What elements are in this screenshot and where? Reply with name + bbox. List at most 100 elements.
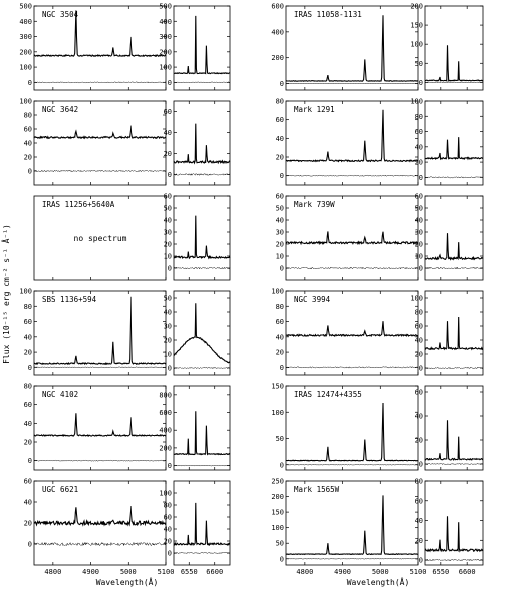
- spectrum-panel: 0 20 40 60 80 100: [410, 290, 484, 376]
- y-tick-label: 200: [159, 444, 172, 452]
- y-tick-label: 10: [164, 253, 172, 261]
- y-tick-label: 0: [280, 555, 284, 563]
- y-tick-label: 200: [271, 493, 284, 501]
- residual-line: [173, 464, 231, 467]
- y-tick-label: 60: [24, 318, 32, 326]
- spectrum-panel: 0 20 40 60 80 100 6550 6600: [159, 480, 231, 576]
- spectrum-panel: 0 10 20 30 40 50 60: [164, 193, 231, 281]
- panel-frame: [424, 195, 484, 281]
- spectrum-panel: 0 20 40 60 80 100 NGC 3642: [19, 98, 167, 186]
- x-tick-label: 6600: [459, 568, 476, 576]
- y-tick-label: 50: [276, 435, 284, 443]
- spectrum-line: [173, 215, 231, 260]
- x-tick-label: 6550: [181, 568, 198, 576]
- y-tick-label: 60: [164, 193, 172, 201]
- residual-line: [285, 174, 419, 177]
- spectrum-panel: 0 50 100 150 200: [410, 3, 484, 91]
- y-tick-label: 40: [415, 143, 423, 151]
- spectrum-line: [285, 15, 419, 82]
- spectrum-panel: 0 20 40 60 4800 4900 5000 5100 UGC 6621: [24, 478, 175, 577]
- spectrum-line: [285, 402, 419, 462]
- y-tick-label: 20: [24, 349, 32, 357]
- y-tick-label: 10: [415, 253, 423, 261]
- spectrum-line: [174, 303, 231, 364]
- y-tick-label: 200: [271, 54, 284, 62]
- panel-title: UGC 6621: [42, 485, 78, 494]
- y-tick-label: 40: [164, 309, 172, 317]
- spectrum-line: [173, 502, 231, 547]
- y-tick-label: 0: [28, 168, 32, 176]
- y-tick-label: 0: [168, 265, 172, 273]
- y-tick-label: 150: [410, 22, 423, 30]
- residual-line: [285, 266, 419, 270]
- spectrum-panel: 0 200 400 600 800: [159, 385, 231, 471]
- y-tick-label: 20: [415, 537, 423, 545]
- y-tick-label: 600: [159, 409, 172, 417]
- y-tick-label: 0: [419, 461, 423, 469]
- x-tick-label: 4800: [44, 568, 61, 576]
- y-tick-label: 50: [276, 540, 284, 548]
- y-tick-label: 80: [415, 309, 423, 317]
- panel-frame: [173, 195, 231, 281]
- y-tick-label: 50: [415, 205, 423, 213]
- y-tick-label: 100: [271, 288, 284, 296]
- y-tick-label: 500: [159, 3, 172, 11]
- y-tick-label: 40: [24, 420, 32, 428]
- y-tick-label: 20: [164, 337, 172, 345]
- y-tick-label: 40: [24, 499, 32, 507]
- panel-frame: [285, 290, 419, 376]
- spectrum-line: [33, 125, 167, 140]
- y-tick-label: 0: [419, 174, 423, 182]
- y-tick-label: 0: [280, 172, 284, 180]
- y-tick-label: 10: [164, 351, 172, 359]
- y-tick-label: 0: [28, 79, 32, 87]
- y-tick-label: 0: [419, 265, 423, 273]
- y-tick-label: 20: [276, 241, 284, 249]
- panel-title: SBS 1136+594: [42, 295, 97, 304]
- y-tick-label: 0: [168, 171, 172, 179]
- panel-title: IRAS 12474+4355: [294, 390, 362, 399]
- panel-frame: [285, 385, 419, 471]
- y-tick-label: 40: [276, 333, 284, 341]
- y-tick-label: 20: [164, 538, 172, 546]
- panel-frame: [285, 480, 419, 566]
- panel-frame: [424, 290, 484, 376]
- spectrum-line: [173, 123, 231, 165]
- panel-frame: [424, 5, 484, 91]
- y-tick-label: 50: [276, 205, 284, 213]
- y-tick-label: 60: [276, 193, 284, 201]
- spectrum-panel: 0 100 200 300 400 500: [159, 3, 231, 91]
- y-tick-label: 0: [419, 79, 423, 87]
- x-tick-label: 6600: [206, 568, 223, 576]
- y-tick-label: 200: [410, 3, 423, 11]
- panel-frame: [424, 385, 484, 471]
- y-tick-label: 20: [415, 351, 423, 359]
- spectrum-line: [424, 137, 484, 161]
- y-tick-label: 40: [164, 129, 172, 137]
- y-tick-label: 60: [276, 318, 284, 326]
- spectrum-panel: 0 20 40 60 80 NGC 4102: [24, 383, 167, 471]
- y-tick-label: 800: [159, 391, 172, 399]
- y-tick-label: 30: [415, 229, 423, 237]
- spectrum-line: [424, 233, 484, 261]
- panel-title: NGC 3642: [42, 105, 78, 114]
- residual-line: [424, 266, 484, 270]
- spectrum-panel: 0 10 20 30 40 50: [164, 290, 231, 376]
- spectrum-line: [33, 506, 167, 527]
- x-tick-label: 5100: [410, 568, 427, 576]
- y-tick-label: 200: [19, 48, 32, 56]
- x-tick-label: 4900: [82, 568, 99, 576]
- panel-frame: [285, 5, 419, 91]
- y-tick-label: 50: [164, 295, 172, 303]
- spectrum-line: [424, 316, 484, 351]
- residual-line: [34, 81, 167, 84]
- spectrum-line: [173, 411, 231, 456]
- y-tick-label: 100: [19, 98, 32, 106]
- spectrum-panel: 0 20 40 60 80 100 SBS 1136+594: [19, 288, 167, 376]
- residual-line: [424, 462, 484, 465]
- residual-line: [33, 541, 167, 547]
- y-tick-label: 0: [280, 461, 284, 469]
- y-tick-label: 60: [415, 128, 423, 136]
- y-tick-label: 30: [164, 323, 172, 331]
- spectrum-line: [173, 15, 231, 75]
